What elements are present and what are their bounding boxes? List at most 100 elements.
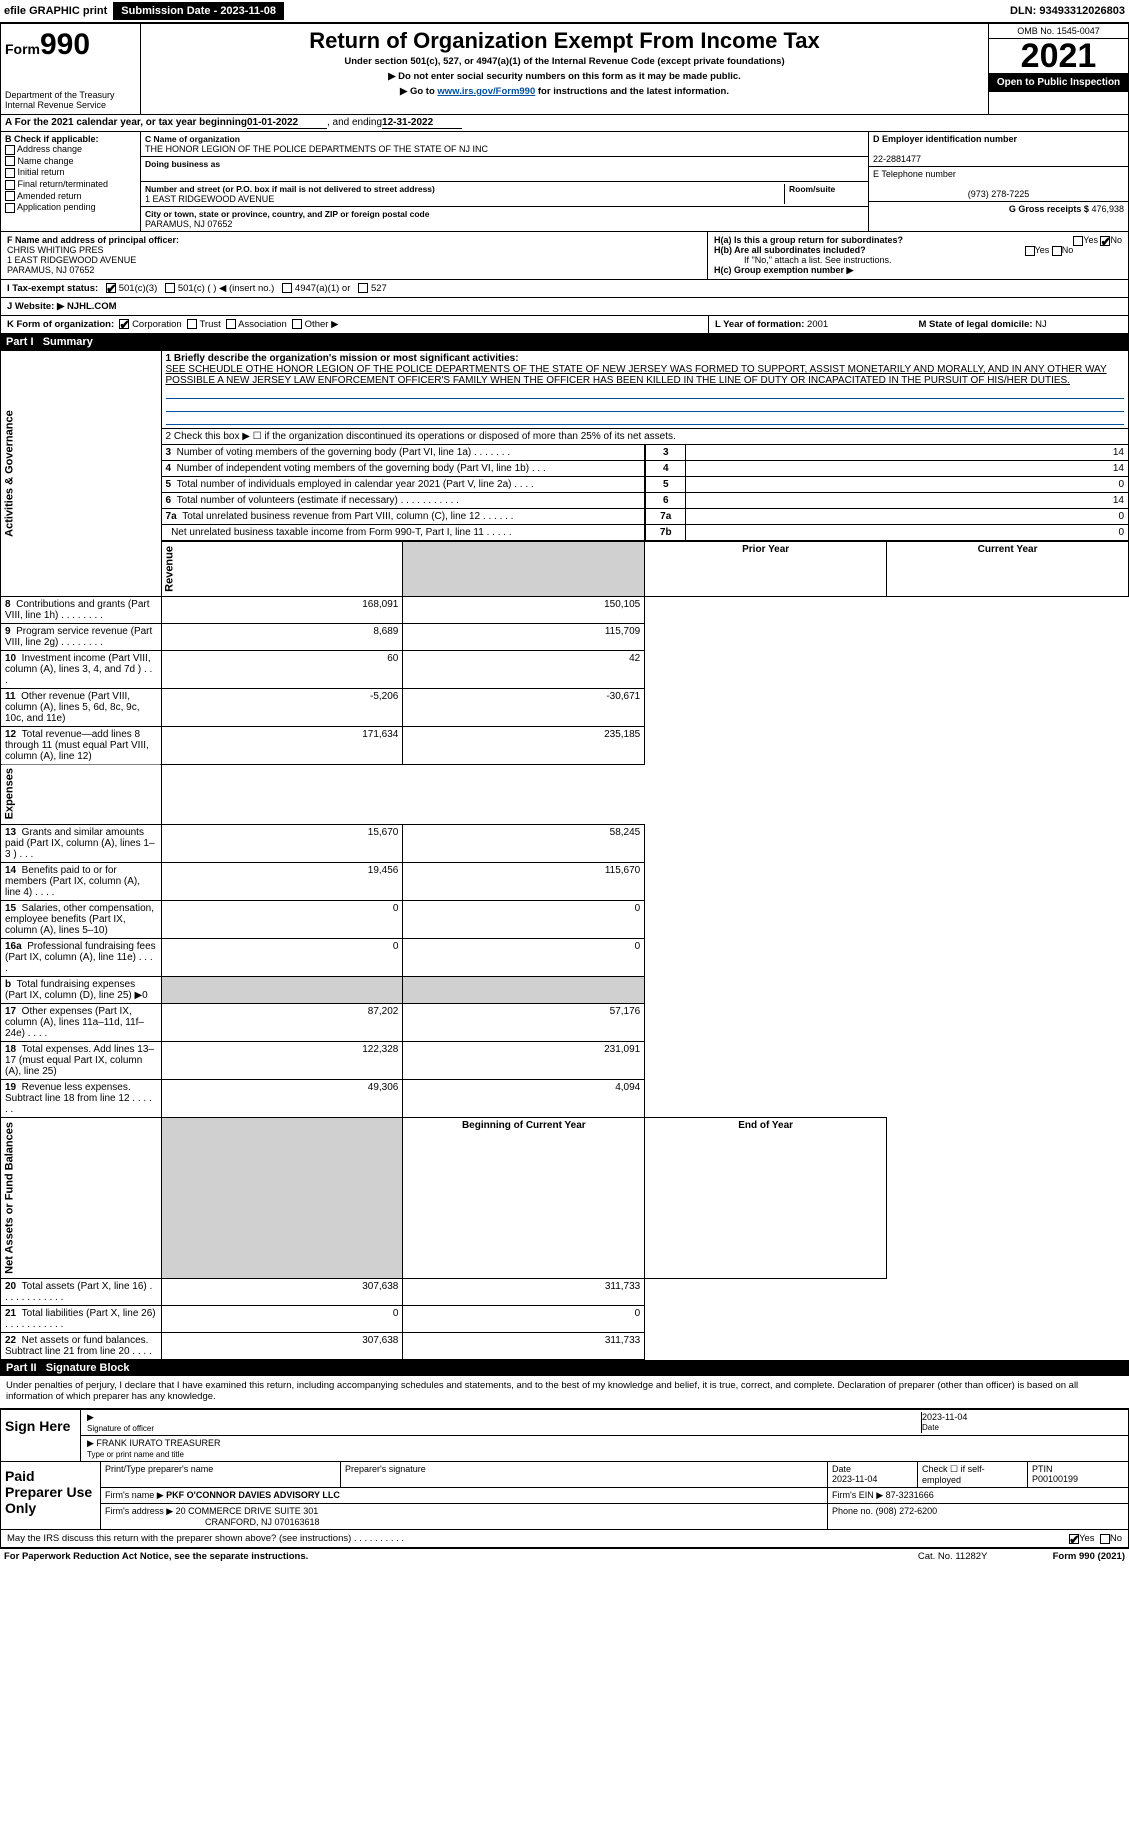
end-year-hdr: End of Year [645, 1118, 887, 1279]
chk-app-pending[interactable]: Application pending [5, 202, 136, 213]
ha-yes-chk[interactable] [1073, 236, 1083, 246]
form-footer: Form 990 (2021) [1053, 1551, 1125, 1562]
chk-final-return[interactable]: Final return/terminated [5, 179, 136, 190]
hb-yes-chk[interactable] [1025, 246, 1035, 256]
chk-address-change[interactable]: Address change [5, 144, 136, 155]
part1-title: Summary [43, 336, 93, 348]
table-row: 20 Total assets (Part X, line 16) . . . … [1, 1279, 1129, 1306]
prior-year-hdr: Prior Year [645, 542, 887, 597]
hc-lbl: H(c) Group exemption number ▶ [714, 265, 853, 275]
table-row: 12 Total revenue—add lines 8 through 11 … [1, 726, 1129, 764]
firm-addr2: CRANFORD, NJ 070163618 [105, 1517, 320, 1527]
table-row: 18 Total expenses. Add lines 13–17 (must… [1, 1042, 1129, 1080]
discuss-text: May the IRS discuss this return with the… [7, 1533, 404, 1544]
table-row: 14 Benefits paid to or for members (Part… [1, 863, 1129, 901]
firm-name-lbl: Firm's name ▶ [105, 1490, 164, 1500]
discuss-no[interactable] [1100, 1534, 1110, 1544]
street-address: 1 EAST RIDGEWOOD AVENUE [145, 194, 274, 204]
subtitle-1: Under section 501(c), 527, or 4947(a)(1)… [149, 56, 980, 67]
dln-label: DLN: 93493312026803 [1010, 5, 1125, 17]
table-row: 9 Program service revenue (Part VIII, li… [1, 623, 1129, 650]
chk-initial-return[interactable]: Initial return [5, 167, 136, 178]
form-word: Form [5, 41, 40, 57]
cat-no: Cat. No. 11282Y [853, 1551, 1053, 1562]
prep-date: 2023-11-04 [832, 1474, 877, 1484]
chk-trust[interactable] [187, 319, 197, 329]
form-org-lbl: K Form of organization: [7, 319, 114, 330]
col-d-ein-phone: D Employer identification number 22-2881… [868, 132, 1128, 231]
chk-501c3[interactable] [106, 283, 116, 293]
section-revenue: Revenue [161, 542, 403, 597]
col-b-header: B Check if applicable: [5, 134, 99, 144]
page-footer: For Paperwork Reduction Act Notice, see … [0, 1548, 1129, 1564]
ha-lbl: H(a) Is this a group return for subordin… [714, 235, 903, 245]
part1-header: Part I Summary [0, 334, 1129, 350]
officer-addr2: PARAMUS, NJ 07652 [7, 265, 94, 275]
tax-year-end: 12-31-2022 [382, 117, 462, 129]
ptin-value: P00100199 [1032, 1474, 1078, 1484]
gross-lbl: G Gross receipts $ [1009, 204, 1089, 214]
subtitle-2: ▶ Do not enter social security numbers o… [149, 71, 980, 82]
paid-preparer-block: Paid Preparer Use Only Print/Type prepar… [0, 1462, 1129, 1530]
website-lbl: J Website: ▶ [7, 301, 64, 312]
hb-no-chk[interactable] [1052, 246, 1062, 256]
chk-assoc[interactable] [226, 319, 236, 329]
form-num: 990 [40, 28, 90, 61]
gross-receipts: 476,938 [1091, 204, 1124, 214]
row-f-officer: F Name and address of principal officer:… [0, 232, 1129, 280]
ein-lbl: D Employer identification number [873, 134, 1017, 144]
begin-year-hdr: Beginning of Current Year [403, 1118, 645, 1279]
chk-corp[interactable] [119, 319, 129, 329]
part1-num: Part I [6, 336, 34, 348]
year-formation-lbl: L Year of formation: [715, 319, 804, 330]
goto-post: for instructions and the latest informat… [535, 86, 729, 97]
summary-table: Activities & Governance 1 Briefly descri… [0, 350, 1129, 1360]
city-state-zip: PARAMUS, NJ 07652 [145, 219, 232, 229]
prep-date-hdr: Date [832, 1464, 851, 1474]
state-domicile-lbl: M State of legal domicile: [919, 319, 1033, 330]
table-row: 17 Other expenses (Part IX, column (A), … [1, 1004, 1129, 1042]
telephone: (973) 278-7225 [873, 189, 1124, 199]
discuss-yes[interactable] [1069, 1534, 1079, 1544]
prep-name-hdr: Print/Type preparer's name [101, 1462, 341, 1487]
chk-name-change[interactable]: Name change [5, 156, 136, 167]
ein-value: 22-2881477 [873, 154, 921, 164]
section-expenses: Expenses [1, 764, 162, 824]
org-name: THE HONOR LEGION OF THE POLICE DEPARTMEN… [145, 144, 488, 154]
section-governance: Activities & Governance [1, 351, 162, 597]
block-bcd: B Check if applicable: Address change Na… [0, 132, 1129, 232]
submission-date-btn[interactable]: Submission Date - 2023-11-08 [113, 2, 284, 20]
website-value: NJHL.COM [67, 301, 117, 312]
section-net-assets: Net Assets or Fund Balances [1, 1118, 162, 1279]
table-row: 19 Revenue less expenses. Subtract line … [1, 1080, 1129, 1118]
table-row: 8 Contributions and grants (Part VIII, l… [1, 596, 1129, 623]
paid-preparer-lbl: Paid Preparer Use Only [1, 1462, 101, 1529]
chk-4947[interactable] [282, 283, 292, 293]
table-row: 15 Salaries, other compensation, employe… [1, 901, 1129, 939]
ha-no-chk[interactable] [1100, 236, 1110, 246]
firm-ein: 87-3231666 [886, 1490, 934, 1500]
form-header: Form990 Department of the Treasury Inter… [0, 23, 1129, 115]
table-row: 22 Net assets or fund balances. Subtract… [1, 1333, 1129, 1360]
sig-officer-lbl: Signature of officer [87, 1424, 154, 1433]
chk-amended[interactable]: Amended return [5, 191, 136, 202]
subtitle-3: ▶ Go to www.irs.gov/Form990 for instruct… [149, 86, 980, 97]
irs-label: Internal Revenue Service [5, 100, 136, 110]
row-k-form-org: K Form of organization: Corporation Trus… [0, 316, 1129, 334]
firm-phone: (908) 272-6200 [876, 1506, 938, 1516]
officer-typed-name: FRANK IURATO TREASURER [96, 1438, 220, 1448]
chk-527[interactable] [358, 283, 368, 293]
mission-text: SEE SCHEUDLE OTHE HONOR LEGION OF THE PO… [166, 364, 1107, 386]
row-a-pre: A For the 2021 calendar year, or tax yea… [5, 117, 247, 129]
pra-notice: For Paperwork Reduction Act Notice, see … [4, 1551, 853, 1562]
line2-discontinued: 2 Check this box ▶ ☐ if the organization… [161, 429, 1128, 445]
hb-lbl: H(b) Are all subordinates included? [714, 245, 866, 255]
irs-link[interactable]: www.irs.gov/Form990 [437, 86, 535, 97]
state-domicile: NJ [1035, 319, 1047, 330]
chk-501c[interactable] [165, 283, 175, 293]
col-c-org-info: C Name of organization THE HONOR LEGION … [141, 132, 868, 231]
chk-other[interactable] [292, 319, 302, 329]
form-title: Return of Organization Exempt From Incom… [149, 28, 980, 54]
type-name-lbl: Type or print name and title [87, 1450, 184, 1459]
officer-lbl: F Name and address of principal officer: [7, 235, 179, 245]
